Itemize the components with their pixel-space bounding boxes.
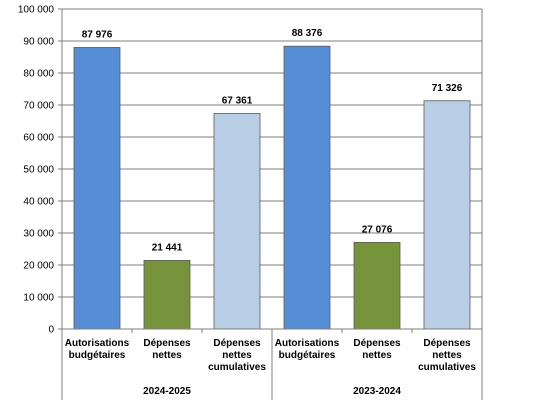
category-label-line: Dépenses — [353, 338, 401, 349]
y-tick-label: 60 000 — [23, 133, 54, 144]
y-axis-tick-labels: 0 10 000 20 000 30 000 40 000 50 000 60 000 70 … — [18, 5, 55, 336]
group-label: 2023-2024 — [353, 386, 401, 397]
bars — [73, 45, 471, 330]
bar — [213, 113, 261, 330]
category-label: Dépenses nettes — [353, 338, 401, 361]
category-label-line: nettes — [222, 350, 252, 361]
data-label: 21 441 — [152, 242, 183, 253]
data-label: 27 076 — [362, 224, 393, 235]
data-labels: 87 976 21 441 67 361 88 376 27 076 71 326 — [82, 28, 463, 253]
bar — [73, 47, 121, 330]
bar — [423, 100, 471, 330]
axes — [58, 8, 483, 400]
y-tick-label: 70 000 — [23, 101, 54, 112]
category-label-line: cumulatives — [208, 362, 266, 373]
y-tick-label: 10 000 — [23, 293, 54, 304]
category-label-line: cumulatives — [418, 362, 476, 373]
category-label-line: Dépenses — [423, 338, 471, 349]
category-label: Dépenses nettes cumulatives — [208, 338, 266, 373]
category-label: Dépenses nettes — [143, 338, 191, 361]
y-tick-label: 40 000 — [23, 197, 54, 208]
bar — [283, 45, 331, 330]
bar — [143, 259, 191, 330]
category-label-line: nettes — [432, 350, 462, 361]
category-label-line: budgétaires — [69, 350, 126, 361]
data-label: 87 976 — [82, 29, 113, 40]
category-label-line: Dépenses — [213, 338, 261, 349]
data-label: 71 326 — [432, 83, 463, 94]
y-tick-label: 80 000 — [23, 69, 54, 80]
gridlines — [62, 8, 482, 298]
data-label: 88 376 — [292, 28, 323, 39]
category-label: Dépenses nettes cumulatives — [418, 338, 476, 373]
y-tick-label: 50 000 — [23, 165, 54, 176]
y-tick-label: 20 000 — [23, 261, 54, 272]
category-label: Autorisations budgétaires — [65, 338, 130, 361]
category-label-line: Autorisations — [65, 338, 130, 349]
category-label-line: Dépenses — [143, 338, 191, 349]
category-label-line: budgétaires — [279, 350, 336, 361]
group-label: 2024-2025 — [143, 386, 191, 397]
category-label: Autorisations budgétaires — [275, 338, 340, 361]
data-label: 67 361 — [222, 95, 253, 106]
category-label-line: Autorisations — [275, 338, 340, 349]
y-tick-label: 30 000 — [23, 229, 54, 240]
bar — [353, 241, 401, 330]
y-tick-label: 0 — [48, 325, 54, 336]
category-label-line: nettes — [362, 350, 392, 361]
y-tick-label: 100 000 — [18, 5, 55, 16]
y-tick-label: 90 000 — [23, 37, 54, 48]
category-label-line: nettes — [152, 350, 182, 361]
